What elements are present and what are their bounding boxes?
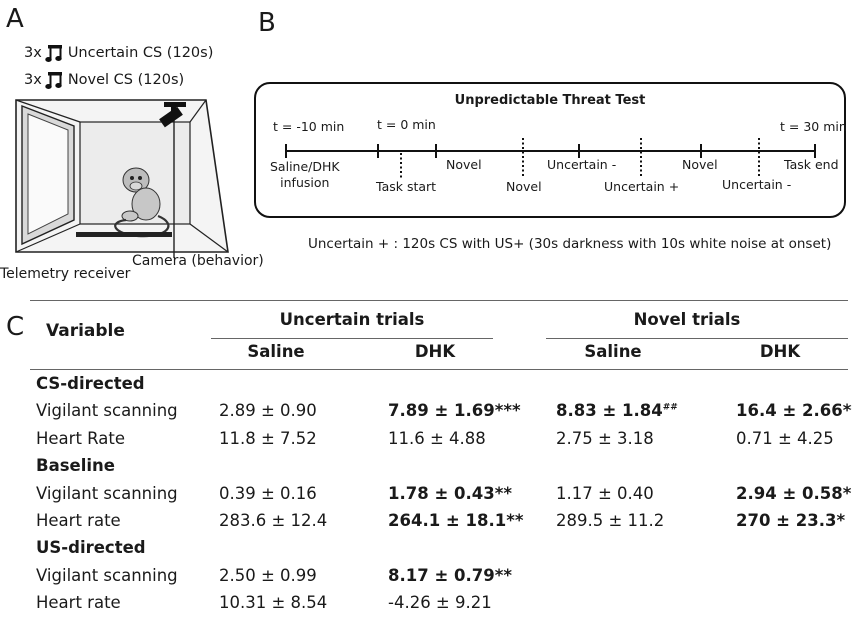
table-row: Heart Rate 11.8 ± 7.52 11.6 ± 4.88 2.75 ± 3…: [0, 429, 852, 456]
table-cell: 2.50 ± 0.99: [219, 566, 317, 585]
cell-value: 289.5 ± 11.2: [556, 511, 665, 530]
table-cell: 7.89 ± 1.69***: [388, 401, 521, 420]
row-variable: Heart rate: [36, 511, 121, 530]
table-top-rule: [30, 300, 848, 301]
timeline-svg: [285, 138, 816, 178]
table-cell: 1.78 ± 0.43**: [388, 484, 512, 503]
table-cell: 16.4 ± 2.66***##: [736, 401, 852, 420]
group-header-novel: Novel trials: [633, 310, 741, 329]
cell-value: 8.17 ± 0.79**: [388, 565, 512, 585]
music-note-icon: [45, 45, 62, 62]
music-note-icon: [45, 72, 62, 89]
group-rule-uncertain: [211, 338, 493, 339]
event-novel-below: Novel: [506, 179, 542, 194]
table-cell: 1.17 ± 0.40: [556, 484, 654, 503]
cell-value: 7.89 ± 1.69***: [388, 401, 521, 421]
cell-value: 2.75 ± 3.18: [556, 428, 654, 448]
event-infusion: Saline/DHK infusion: [270, 159, 340, 190]
cs-count: 3x: [24, 72, 42, 88]
cell-value: 16.4 ± 2.66***: [736, 401, 852, 421]
event-uncertain-minus-below: Uncertain -: [722, 177, 792, 192]
subheader-dhk-novel: DHK: [759, 342, 801, 361]
table-cell: 264.1 ± 18.1**: [388, 511, 523, 530]
group-header-uncertain: Uncertain trials: [279, 310, 425, 329]
table-cell: 11.6 ± 4.88: [388, 429, 486, 448]
panel-a-letter: A: [6, 4, 24, 34]
cell-value: 283.6 ± 12.4: [219, 511, 328, 530]
table-cell: -4.26 ± 9.21: [388, 593, 492, 612]
event-task-start: Task start: [376, 179, 437, 194]
table-cell: 2.94 ± 0.58*: [736, 484, 851, 503]
cell-value: 0.71 ± 4.25: [736, 428, 834, 448]
threat-test-box: [254, 82, 846, 218]
row-variable: Heart rate: [36, 593, 121, 613]
cs-line-novel: 3x Novel CS (120s): [24, 69, 184, 91]
table-cell: 10.31 ± 8.54: [219, 593, 327, 612]
panel-b-letter: B: [258, 8, 276, 38]
table-cell: 0.71 ± 4.25: [736, 429, 834, 448]
cell-value: 1.78 ± 0.43**: [388, 483, 512, 503]
cs-label: Uncertain CS (120s): [67, 45, 214, 61]
table-row: Vigilant scanning 2.50 ± 0.99 8.17 ± 0.79*…: [0, 566, 852, 593]
section-title: CS-directed: [36, 374, 145, 393]
time-label-start: t = -10 min: [273, 119, 345, 134]
table-cell: 289.5 ± 11.2: [556, 511, 664, 530]
uncertain-plus-footnote: Uncertain + : 120s CS with US+ (30s dark…: [308, 236, 832, 252]
event-novel-above-2: Novel: [682, 157, 718, 172]
table-cell: 8.83 ± 1.84##: [556, 401, 678, 420]
subheader-saline-novel: Saline: [584, 342, 642, 361]
cell-value: 2.94 ± 0.58*: [736, 483, 852, 503]
panel-c-letter: C: [6, 312, 25, 342]
table-row: Vigilant scanning 2.89 ± 0.90 7.89 ± 1.69*…: [0, 401, 852, 428]
time-label-zero: t = 0 min: [377, 117, 436, 132]
cs-count: 3x: [24, 45, 42, 61]
event-task-end: Task end: [784, 157, 839, 172]
table-row: Vigilant scanning 0.39 ± 0.16 1.78 ± 0.43*…: [0, 484, 852, 511]
row-variable: Vigilant scanning: [36, 565, 178, 585]
cell-value: -4.26 ± 9.21: [388, 593, 492, 613]
cell-superscript: ##: [662, 402, 678, 413]
row-variable: Vigilant scanning: [36, 483, 178, 503]
cs-label: Novel CS (120s): [67, 72, 185, 88]
table-cell: 11.8 ± 7.52: [219, 429, 317, 448]
cell-value: 11.8 ± 7.52: [219, 428, 317, 448]
event-novel-above-1: Novel: [446, 157, 482, 172]
time-label-end: t = 30 min: [780, 119, 847, 134]
testing-box-illustration: [15, 99, 229, 258]
event-uncertain-plus: Uncertain +: [604, 179, 680, 194]
cell-value: 10.31 ± 8.54: [219, 593, 328, 613]
telemetry-label: Telemetry receiver: [0, 266, 131, 282]
section-title: US-directed: [36, 538, 146, 558]
table-row: Heart rate 283.6 ± 12.4 264.1 ± 18.1** 289.…: [0, 511, 852, 538]
row-variable: Vigilant scanning: [36, 401, 178, 421]
section-title: Baseline: [36, 456, 115, 476]
table-row: Heart rate 10.31 ± 8.54 -4.26 ± 9.21: [0, 593, 852, 620]
threat-test-title: Unpredictable Threat Test: [454, 93, 646, 108]
cell-value: 0.39 ± 0.16: [219, 483, 317, 503]
cs-line-uncertain: 3x Uncertain CS (120s): [24, 42, 213, 64]
subheader-saline-uncertain: Saline: [247, 342, 305, 361]
cell-value: 2.50 ± 0.99: [219, 565, 317, 585]
table-cell: 8.17 ± 0.79**: [388, 566, 512, 585]
group-rule-novel: [546, 338, 848, 339]
cell-value: 264.1 ± 18.1**: [388, 511, 524, 530]
variable-header: Variable: [46, 321, 125, 341]
row-variable: Heart Rate: [36, 428, 126, 448]
table-cell: 283.6 ± 12.4: [219, 511, 327, 530]
table-cell: 0.39 ± 0.16: [219, 484, 317, 503]
table-cell: 270 ± 23.3*: [736, 511, 845, 530]
camera-label: Camera (behavior): [132, 253, 264, 269]
cell-value: 8.83 ± 1.84: [556, 401, 663, 421]
subheader-dhk-uncertain: DHK: [414, 342, 456, 361]
cell-value: 270 ± 23.3*: [736, 511, 846, 530]
table-cell: 2.89 ± 0.90: [219, 401, 317, 420]
cell-value: 2.89 ± 0.90: [219, 401, 317, 421]
cell-value: 1.17 ± 0.40: [556, 483, 654, 503]
table-cell: 2.75 ± 3.18: [556, 429, 654, 448]
header-rule: [30, 369, 848, 370]
event-uncertain-minus-above: Uncertain -: [547, 157, 617, 172]
cell-value: 11.6 ± 4.88: [388, 428, 486, 448]
